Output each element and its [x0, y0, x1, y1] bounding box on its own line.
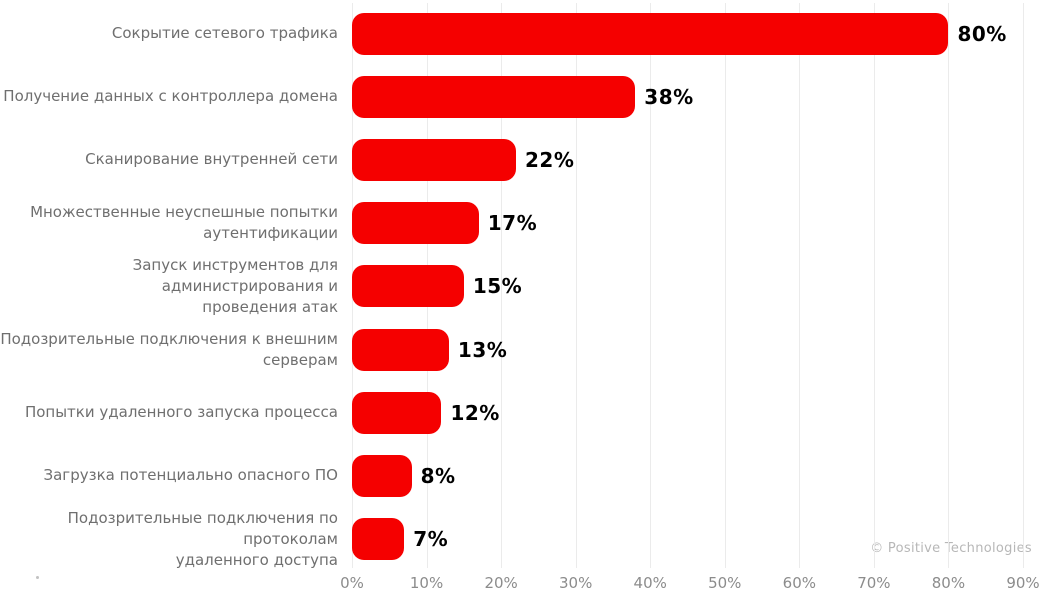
category-label: Сокрытие сетевого трафика — [111, 24, 338, 42]
category-label: Попытки удаленного запуска процесса — [24, 403, 338, 422]
gridline — [650, 3, 652, 568]
category-label: Сканирование внутренней сети — [85, 150, 338, 169]
x-axis-tick-label: 50% — [708, 574, 742, 592]
bar — [352, 75, 636, 118]
category-label: Подозрительные подключения к внешним сер… — [0, 329, 338, 369]
gridline — [799, 3, 801, 568]
value-label: 13% — [457, 337, 508, 362]
gridline — [575, 3, 577, 568]
category-label: Загрузка потенциально опасного ПО — [43, 466, 339, 485]
value-label: 17% — [487, 211, 538, 236]
value-label: 38% — [644, 84, 694, 109]
bar — [352, 454, 412, 497]
bar — [352, 518, 405, 561]
category-label: Получение данных с контроллера домена — [3, 87, 338, 106]
x-axis-tick-label: 20% — [484, 574, 518, 592]
x-axis-tick-label: 10% — [409, 574, 444, 592]
bar — [352, 265, 464, 308]
bar — [352, 138, 517, 181]
value-label: 80% — [957, 21, 1007, 46]
value-label: 7% — [413, 527, 449, 552]
copyright-watermark: © Positive Technologies — [870, 541, 1032, 556]
bar — [352, 202, 479, 245]
category-label: Подозрительные подключения по протоколам… — [67, 508, 338, 569]
x-axis-tick-label: 0% — [340, 574, 364, 592]
category-label: Запуск инструментов для администрировани… — [132, 255, 338, 316]
gridline — [873, 3, 875, 568]
category-label: Множественные неуспешные попытки аутенти… — [30, 203, 338, 243]
x-axis-tick-label: 70% — [857, 574, 891, 592]
x-axis-tick-label: 30% — [558, 574, 593, 592]
x-axis-tick-label: 90% — [1006, 574, 1040, 592]
value-label: 22% — [525, 147, 575, 172]
gridline — [948, 3, 950, 568]
gridline — [501, 3, 503, 568]
value-label: 15% — [472, 274, 523, 299]
x-axis-tick-label: 80% — [931, 574, 966, 592]
value-label: 12% — [450, 400, 500, 425]
value-label: 8% — [420, 463, 456, 488]
x-axis-tick-label: 40% — [633, 574, 667, 592]
bar — [352, 391, 442, 434]
bar — [352, 328, 449, 371]
bar — [352, 12, 949, 55]
artifact-dot — [36, 576, 39, 579]
gridline — [724, 3, 726, 568]
x-axis-tick-label: 60% — [782, 574, 816, 592]
gridline — [1023, 3, 1024, 568]
